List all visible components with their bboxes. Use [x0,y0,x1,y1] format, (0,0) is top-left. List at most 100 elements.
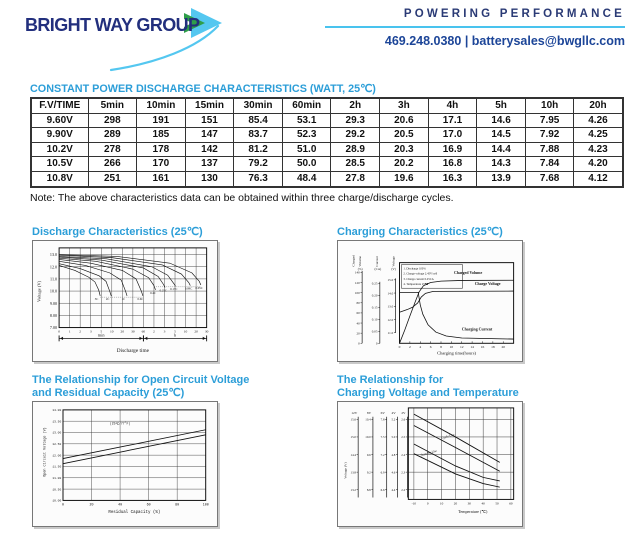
svg-text:13.0: 13.0 [50,252,57,257]
svg-text:16: 16 [481,345,485,349]
svg-text:(%): (%) [358,267,363,271]
table-cell: 17.1 [427,112,478,129]
table-cell: 20.3 [379,141,429,158]
chart-title-line2: and Residual Capacity (25℃) [32,387,185,399]
svg-text:11.0: 11.0 [388,331,394,335]
table-cell: 278 [87,141,138,158]
svg-text:2. Charge voltage 2.45V/cell: 2. Charge voltage 2.45V/cell [403,272,437,276]
table-cell: 27.8 [330,170,381,188]
svg-text:20: 20 [501,345,505,349]
svg-text:10: 10 [184,329,188,333]
table-cell: 7.88 [524,141,575,158]
svg-text:12.0: 12.0 [388,318,394,322]
table-cell: 20.6 [379,112,429,129]
brand-logo: BRIGHT WAY GROUP [25,6,265,76]
chart-charging: Charging Characteristics (25℃) 0 2 4 6 8 10 12… [337,226,523,362]
table-cell: 298 [87,112,138,129]
table-cell: 9.60V [30,112,89,129]
column-header: 20h [573,97,624,114]
svg-text:Charging Current: Charging Current [462,327,493,332]
svg-text:5: 5 [100,329,102,333]
column-header: 2h [330,97,381,114]
svg-text:20: 20 [454,501,458,505]
table-cell: 14.4 [476,141,526,158]
svg-text:Current: Current [375,256,379,267]
svg-text:30: 30 [205,329,209,333]
table-cell: 14.3 [476,156,526,172]
svg-text:Charged: Charged [351,255,355,267]
svg-text:10: 10 [110,329,114,333]
discharge-chart-canvas: 13.0 12.0 11.0 10.0 9.00 8.00 7.000 1 2 3 5 10 20 30 6… [36,247,209,354]
svg-text:0: 0 [358,342,360,346]
svg-text:10.00: 10.00 [52,500,61,503]
chart-title-line1: The Relationship for Open Circuit Voltag… [32,374,250,386]
table-cell: 19.6 [379,170,429,188]
table-cell: 28.9 [330,141,381,158]
svg-text:11.50: 11.50 [52,466,61,469]
table-cell: 29.2 [330,127,381,143]
svg-text:3C: 3C [95,297,99,301]
table-cell: 178 [136,141,186,158]
svg-text:2.5: 2.5 [401,435,405,439]
table-cell: 51.0 [281,141,332,158]
table-cell: 10.5V [30,156,89,172]
svg-text:4.8: 4.8 [391,453,395,457]
chart-title-line1: The Relationship for [337,374,444,386]
svg-text:12.50: 12.50 [52,443,61,446]
svg-text:Charged Volume: Charged Volume [454,270,482,275]
chart-discharge: Discharge Characteristics (25℃) 13.0 12.0… [32,226,218,362]
svg-text:14.0: 14.0 [388,291,394,295]
chart-voltage-temperature: The Relationship for Charging Voltage an… [337,374,523,527]
svg-text:Standby Use: Standby Use [420,449,438,458]
svg-text:50: 50 [495,501,499,505]
svg-text:2.2: 2.2 [401,488,405,492]
svg-text:2.4: 2.4 [401,453,405,457]
table-cell: 29.3 [330,112,381,129]
svg-text:8: 8 [440,345,442,349]
svg-text:2.6: 2.6 [401,418,405,422]
column-header: F.V/TIME [30,97,89,114]
svg-text:20: 20 [121,329,125,333]
column-header: 60min [281,97,332,114]
column-header: 30min [233,97,283,114]
svg-text:100: 100 [203,503,209,507]
svg-text:0.25C: 0.25C [160,288,167,292]
svg-text:Voltage (V): Voltage (V) [343,461,347,478]
svg-text:12V: 12V [351,411,357,415]
brand-arrow-icon [109,8,222,72]
svg-text:14: 14 [470,345,474,349]
table-cell: 20.5 [379,127,429,143]
svg-text:Volume: Volume [358,255,362,266]
svg-text:6V: 6V [381,411,386,415]
svg-text:100: 100 [355,291,360,295]
table-cell: 251 [87,170,138,188]
table-cell: 14.6 [476,112,526,129]
table-cell: 16.9 [427,141,478,158]
svg-text:4.4: 4.4 [391,488,395,492]
tagline-divider [325,26,625,28]
table-cell: 83.7 [233,127,283,143]
svg-text:Cycle Use: Cycle Use [441,432,456,440]
svg-text:13.8: 13.8 [351,470,357,474]
svg-text:20: 20 [357,331,361,335]
chart-title: The Relationship for Open Circuit Voltag… [32,374,249,400]
chart-frame: 14.00 13.50 13.00 12.50 12.00 11.50 11.00 10.50… [32,401,218,527]
column-header: 5min [87,97,138,114]
svg-text:15.0: 15.0 [351,435,357,439]
svg-text:3: 3 [90,329,92,333]
svg-text:20: 20 [90,503,94,507]
svg-text:0.4C: 0.4C [150,291,156,295]
svg-text:60: 60 [509,501,513,505]
svg-text:4: 4 [419,345,421,349]
table-cell: 14.5 [476,127,526,143]
contact-info[interactable]: 469.248.0380 | batterysales@bwgllc.com [384,34,625,48]
svg-text:8.00: 8.00 [50,313,57,318]
header: BRIGHT WAY GROUP POWERING PERFORMANCE 46… [25,6,625,76]
table-cell: 289 [87,127,138,143]
svg-text:30: 30 [131,329,135,333]
svg-text:80: 80 [357,301,361,305]
svg-text:min: min [98,332,106,337]
svg-text:13.2: 13.2 [351,488,357,492]
chart-frame: 0 2 4 6 8 10 12 14 16 18 20 Charging time(hours) Cha… [337,240,523,362]
svg-text:0.05: 0.05 [372,330,378,334]
